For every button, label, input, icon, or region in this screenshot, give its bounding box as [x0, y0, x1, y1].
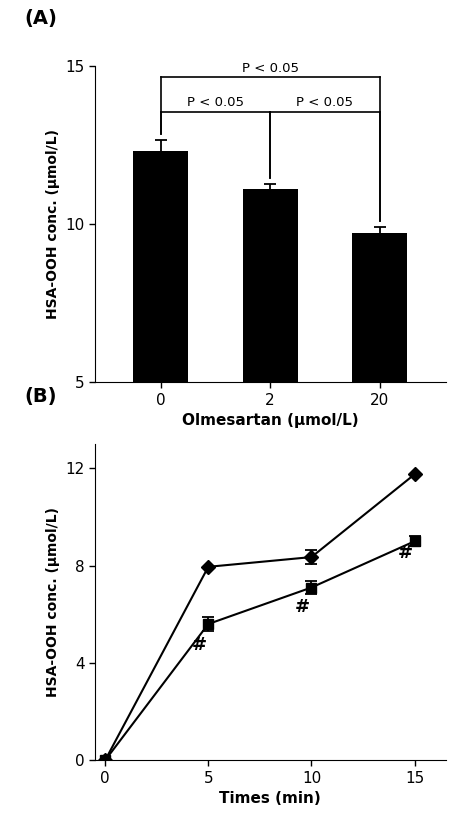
X-axis label: Times (min): Times (min) — [219, 792, 321, 806]
Bar — [133, 151, 188, 541]
Text: #: # — [398, 544, 413, 562]
Text: #: # — [295, 598, 310, 616]
Text: P < 0.05: P < 0.05 — [187, 96, 244, 109]
Text: #: # — [192, 635, 207, 653]
X-axis label: Olmesartan (μmol/L): Olmesartan (μmol/L) — [182, 413, 358, 428]
Text: (A): (A) — [25, 9, 57, 28]
Text: P < 0.05: P < 0.05 — [296, 96, 354, 109]
Bar — [352, 233, 407, 541]
Y-axis label: HSA-OOH conc. (μmol/L): HSA-OOH conc. (μmol/L) — [46, 507, 60, 697]
Text: P < 0.05: P < 0.05 — [242, 62, 299, 75]
Y-axis label: HSA-OOH conc. (μmol/L): HSA-OOH conc. (μmol/L) — [46, 129, 60, 319]
Bar — [243, 189, 298, 541]
Text: (B): (B) — [25, 387, 57, 406]
